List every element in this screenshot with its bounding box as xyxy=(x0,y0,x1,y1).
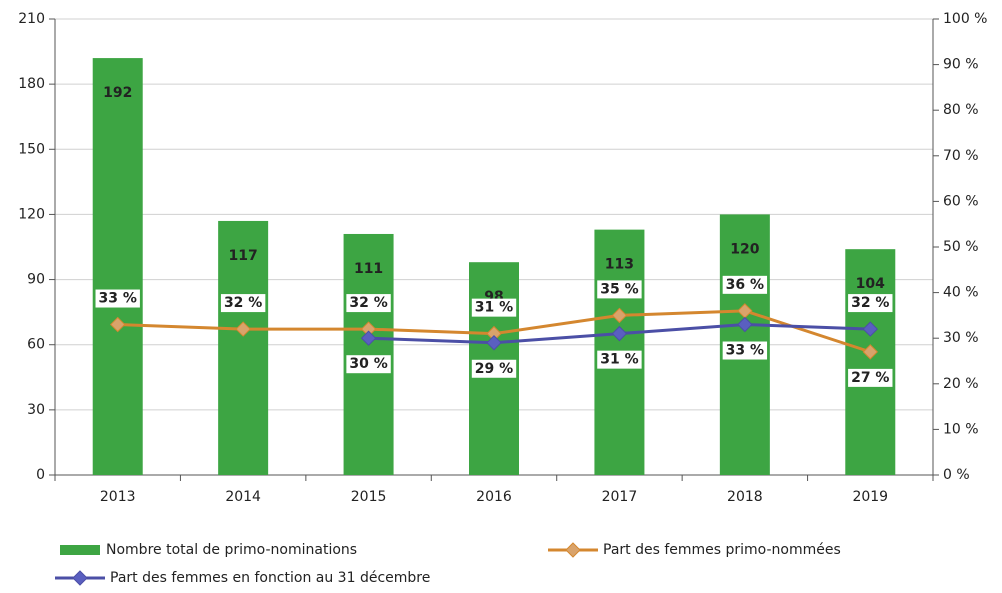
y2-tick-label: 50 % xyxy=(943,239,979,255)
y-tick-label: 120 xyxy=(18,206,45,222)
x-tick-label: 2013 xyxy=(100,489,136,505)
label-bg xyxy=(220,294,266,313)
bar xyxy=(845,249,896,475)
data-label: 32 % xyxy=(224,295,262,311)
bar-label: 111 xyxy=(354,261,383,277)
bar-label: 117 xyxy=(229,248,258,264)
x-tick-label: 2018 xyxy=(727,489,763,505)
y-tick-label: 30 xyxy=(27,402,45,418)
data-label: 32 % xyxy=(851,295,889,311)
y2-tick-label: 30 % xyxy=(943,330,979,346)
bar-label: 113 xyxy=(605,257,634,273)
legend-swatch xyxy=(565,542,581,558)
marker xyxy=(235,321,251,337)
y2-tick-label: 70 % xyxy=(943,148,979,164)
y2-tick-label: 60 % xyxy=(943,193,979,209)
bar-label: 192 xyxy=(103,85,132,101)
y2-tick-label: 20 % xyxy=(943,376,979,392)
bar xyxy=(92,58,143,475)
data-label: 27 % xyxy=(851,370,889,386)
label-bg xyxy=(346,294,391,313)
legend-label: Part des femmes en fonction au 31 décemb… xyxy=(110,570,430,586)
label-bg xyxy=(722,341,768,360)
x-tick-label: 2017 xyxy=(602,489,638,505)
data-label: 30 % xyxy=(349,356,387,372)
label-bg xyxy=(346,355,391,374)
x-tick-label: 2014 xyxy=(225,489,261,505)
legend-swatch xyxy=(60,545,100,555)
data-label: 35 % xyxy=(600,281,638,297)
label-bg xyxy=(471,298,517,317)
y2-tick-label: 10 % xyxy=(943,421,979,437)
marker xyxy=(360,330,377,346)
y2-tick-label: 80 % xyxy=(943,102,979,118)
y2-tick-label: 40 % xyxy=(943,285,979,301)
data-label: 32 % xyxy=(349,295,387,311)
label-bg xyxy=(597,350,642,369)
bar-label: 120 xyxy=(730,241,759,257)
marker xyxy=(611,325,628,342)
legend-label: Nombre total de primo-nominations xyxy=(106,542,357,558)
x-tick-label: 2019 xyxy=(852,489,888,505)
legend-label: Part des femmes primo-nommées xyxy=(603,542,841,558)
y-tick-label: 60 xyxy=(27,337,45,353)
y2-tick-label: 0 % xyxy=(943,467,970,483)
marker xyxy=(862,344,878,360)
data-label: 31 % xyxy=(600,352,638,368)
label-bg xyxy=(597,280,642,299)
marker xyxy=(486,335,502,351)
marker xyxy=(862,321,878,337)
marker xyxy=(737,316,753,333)
data-label: 31 % xyxy=(475,300,513,316)
label-bg xyxy=(95,289,140,308)
marker xyxy=(110,316,126,333)
y2-tick-label: 90 % xyxy=(943,57,979,73)
x-tick-label: 2015 xyxy=(351,489,387,505)
y-tick-label: 150 xyxy=(18,141,45,157)
label-bg xyxy=(848,294,893,313)
y-tick-label: 180 xyxy=(18,76,45,92)
x-tick-label: 2016 xyxy=(476,489,512,505)
marker xyxy=(611,307,628,324)
label-bg xyxy=(471,359,517,378)
y-tick-label: 0 xyxy=(36,467,45,483)
bar xyxy=(343,233,394,475)
data-label: 36 % xyxy=(726,277,764,293)
legend-swatch xyxy=(72,570,88,586)
y-tick-label: 90 xyxy=(27,272,45,288)
data-label: 33 % xyxy=(99,291,137,307)
label-bg xyxy=(722,275,768,294)
y-tick-label: 210 xyxy=(18,11,45,27)
label-bg xyxy=(848,368,893,387)
data-label: 29 % xyxy=(475,361,513,377)
data-label: 33 % xyxy=(726,343,764,359)
bar xyxy=(218,220,269,475)
y2-tick-label: 100 % xyxy=(943,11,987,27)
bar-label: 104 xyxy=(856,276,885,292)
